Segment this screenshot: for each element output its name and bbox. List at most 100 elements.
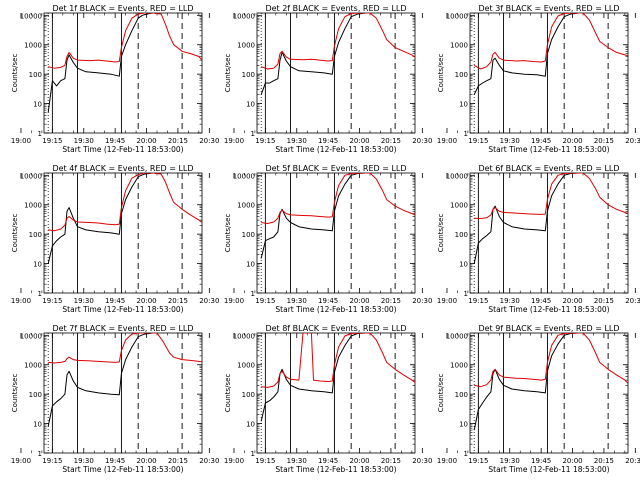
y-tick-label: 1000: [450, 362, 468, 370]
y-tick-label: 100: [455, 391, 468, 399]
x-tick-label: 20:15: [168, 457, 188, 465]
y-axis-label: Counts/sec: [11, 374, 19, 413]
y-tick-label: 100: [29, 231, 42, 239]
y-axis-label: Counts/sec: [437, 374, 445, 413]
panel-title: Det 5f BLACK = Events, RED = LLD: [265, 164, 406, 173]
y-tick-label: 1: [38, 450, 42, 458]
x-axis-label: Start Time (12-Feb-11 18:53:00): [275, 305, 396, 314]
panel-title: Det 9f BLACK = Events, RED = LLD: [478, 324, 619, 333]
plot-frame: [469, 332, 629, 454]
x-tick-label: 19:00: [437, 457, 457, 465]
x-tick-label: 20:30: [412, 137, 432, 145]
y-tick-label: 1: [251, 130, 255, 138]
y-tick-label: 100: [455, 231, 468, 239]
panel-title: Det 8f BLACK = Events, RED = LLD: [265, 324, 406, 333]
y-tick-label: 10: [459, 101, 468, 109]
y-axis-label: Counts/sec: [224, 54, 232, 93]
x-tick-label: 19:45: [531, 137, 551, 145]
x-tick-label: 20:15: [168, 137, 188, 145]
plot-frame: [256, 172, 416, 294]
y-tick-label: 100: [242, 231, 255, 239]
panel-title: Det 2f BLACK = Events, RED = LLD: [265, 4, 406, 13]
y-tick-label: 1: [38, 130, 42, 138]
x-tick-label: 20:15: [381, 297, 401, 305]
x-tick-label: 19:30: [500, 457, 520, 465]
x-tick-label: 19:45: [318, 297, 338, 305]
y-tick-label: 1000: [237, 42, 255, 50]
y-axis-label: Counts/sec: [437, 54, 445, 93]
panel-3: Det 3f BLACK = Events, RED = LLD 1 10 100 10…: [437, 4, 640, 154]
x-tick-label: 19:00: [11, 137, 31, 145]
x-tick-label: 20:30: [412, 457, 432, 465]
plot-frame: [43, 332, 203, 454]
panel-1: Det 1f BLACK = Events, RED = LLD 1 10 100 10…: [11, 4, 220, 154]
x-tick-label: 19:00: [11, 297, 31, 305]
x-tick-label: 19:45: [531, 297, 551, 305]
y-tick-label: 10: [33, 101, 42, 109]
panel-title: Det 7f BLACK = Events, RED = LLD: [52, 324, 193, 333]
series-line-lld: [261, 173, 415, 224]
x-tick-label: 20:00: [562, 137, 582, 145]
y-tick-label: 100: [455, 71, 468, 79]
x-tick-label: 20:30: [625, 297, 640, 305]
x-tick-label: 19:15: [255, 137, 275, 145]
x-tick-label: 19:15: [255, 297, 275, 305]
series-line-lld: [474, 333, 628, 388]
y-tick-label: 10: [459, 421, 468, 429]
x-axis-label: Start Time (12-Feb-11 18:53:00): [488, 145, 609, 154]
x-tick-label: 19:45: [318, 457, 338, 465]
panel-title: Det 3f BLACK = Events, RED = LLD: [478, 4, 619, 13]
x-tick-label: 19:00: [224, 137, 244, 145]
x-tick-label: 19:15: [255, 457, 275, 465]
y-tick-label: 1: [464, 450, 468, 458]
x-tick-label: 19:30: [287, 457, 307, 465]
x-tick-label: 20:30: [412, 297, 432, 305]
x-tick-label: 20:30: [625, 457, 640, 465]
x-tick-label: 19:30: [500, 137, 520, 145]
series-line-lld: [48, 13, 202, 69]
x-tick-label: 20:30: [199, 137, 219, 145]
x-tick-label: 20:15: [594, 297, 614, 305]
plot-frame: [43, 12, 203, 134]
panel-2: Det 2f BLACK = Events, RED = LLD 1 10 100 10…: [224, 4, 433, 154]
y-tick-label: 1: [251, 450, 255, 458]
x-tick-label: 20:00: [349, 297, 369, 305]
x-tick-label: 20:00: [136, 457, 156, 465]
series-line-events: [260, 173, 370, 259]
x-tick-label: 19:15: [42, 457, 62, 465]
x-tick-label: 19:45: [318, 137, 338, 145]
y-tick-label: 10000: [20, 12, 42, 20]
y-tick-label: 10000: [446, 332, 468, 340]
y-tick-label: 10: [246, 421, 255, 429]
panel-title: Det 1f BLACK = Events, RED = LLD: [52, 4, 193, 13]
x-tick-label: 20:00: [136, 297, 156, 305]
x-tick-label: 20:15: [381, 137, 401, 145]
x-axis-label: Start Time (12-Feb-11 18:53:00): [62, 305, 183, 314]
y-tick-label: 10: [246, 101, 255, 109]
plot-frame: [256, 332, 416, 454]
y-tick-label: 10: [33, 261, 42, 269]
series-line-lld: [261, 333, 415, 388]
y-tick-label: 10: [459, 261, 468, 269]
panel-4: Det 4f BLACK = Events, RED = LLD 1 10 100 10…: [11, 164, 220, 314]
x-axis-label: Start Time (12-Feb-11 18:53:00): [275, 145, 396, 154]
x-axis-label: Start Time (12-Feb-11 18:53:00): [62, 145, 183, 154]
x-tick-label: 19:30: [500, 297, 520, 305]
series-line-lld: [48, 333, 202, 364]
series-line-lld: [48, 173, 202, 232]
x-tick-label: 19:30: [74, 457, 94, 465]
x-tick-label: 19:45: [105, 137, 125, 145]
y-tick-label: 10: [33, 421, 42, 429]
y-tick-label: 10: [246, 261, 255, 269]
x-axis-label: Start Time (12-Feb-11 18:53:00): [275, 465, 396, 474]
y-tick-label: 10000: [446, 12, 468, 20]
y-axis-label: Counts/sec: [11, 54, 19, 93]
y-tick-label: 10000: [233, 332, 255, 340]
x-tick-label: 19:30: [287, 137, 307, 145]
y-tick-label: 1: [464, 130, 468, 138]
series-line-events: [260, 333, 370, 422]
series-line-events: [47, 13, 157, 113]
panel-6: Det 6f BLACK = Events, RED = LLD 1 10 100 10…: [437, 164, 640, 314]
x-tick-label: 20:15: [594, 457, 614, 465]
